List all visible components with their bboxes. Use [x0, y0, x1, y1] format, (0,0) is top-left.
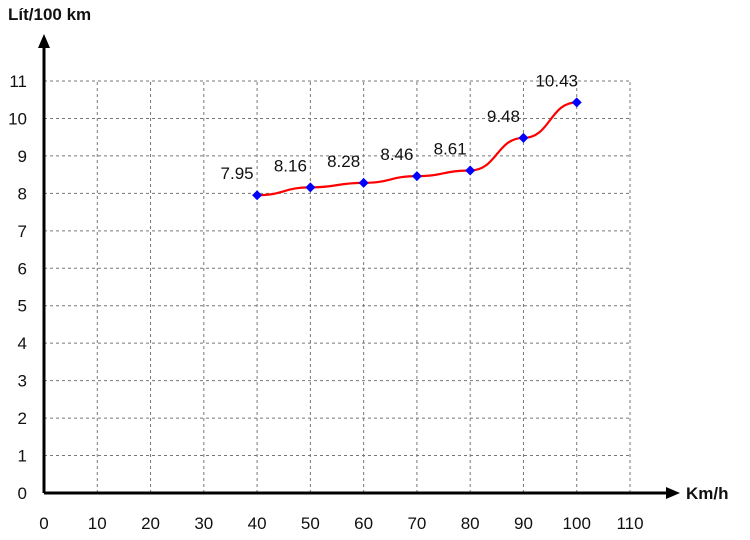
- data-label: 10.43: [535, 71, 578, 90]
- y-tick-label: 2: [18, 409, 27, 428]
- x-tick-label: 110: [616, 514, 643, 533]
- data-point-marker: [252, 190, 263, 201]
- x-axis-title: Km/h: [686, 484, 729, 503]
- y-axis-title: Lít/100 km: [8, 5, 91, 24]
- x-tick-label: 20: [141, 514, 160, 533]
- data-label: 9.48: [487, 107, 520, 126]
- data-label: 8.28: [327, 152, 360, 171]
- y-tick-label: 0: [18, 484, 27, 503]
- data-point-marker: [518, 132, 529, 143]
- x-tick-label: 60: [354, 514, 373, 533]
- data-point-marker: [358, 177, 369, 188]
- x-tick-label: 0: [39, 514, 48, 533]
- x-tick-label: 100: [563, 514, 591, 533]
- grid: [44, 80, 631, 493]
- y-axis-arrow-icon: [38, 34, 50, 48]
- y-tick-label: 11: [9, 72, 27, 91]
- data-label: 7.95: [221, 164, 254, 183]
- series: 7.95 8.16 8.28 8.46 8.61 9.48 10.43: [221, 71, 582, 201]
- y-tick-label: 4: [18, 334, 27, 353]
- y-tick-label: 3: [18, 372, 27, 391]
- y-tick-label: 9: [18, 147, 27, 166]
- tick-labels: 0 10 20 30 40 50 60 70 80 90 100 110 0 1 2 3 4 5 6 7 8 9 10 11: [8, 72, 643, 533]
- y-tick-label: 5: [18, 297, 27, 316]
- data-label: 8.61: [434, 140, 467, 159]
- y-tick-label: 8: [18, 184, 27, 203]
- data-label: 8.16: [274, 156, 307, 175]
- x-tick-label: 50: [301, 514, 320, 533]
- data-point-marker: [305, 182, 316, 193]
- y-tick-label: 7: [18, 222, 27, 241]
- x-tick-label: 90: [514, 514, 533, 533]
- x-tick-label: 70: [407, 514, 426, 533]
- axes: Lít/100 km Km/h: [8, 5, 729, 503]
- data-point-marker: [411, 171, 422, 182]
- data-label: 8.46: [380, 145, 413, 164]
- x-tick-label: 10: [88, 514, 107, 533]
- data-point-marker: [465, 165, 476, 176]
- x-axis-arrow-icon: [666, 487, 680, 499]
- y-tick-label: 6: [18, 259, 27, 278]
- data-point-marker: [571, 97, 582, 108]
- y-tick-label: 1: [18, 447, 27, 466]
- x-tick-label: 40: [248, 514, 267, 533]
- y-tick-label: 10: [8, 109, 27, 128]
- x-tick-label: 30: [194, 514, 213, 533]
- x-tick-label: 80: [461, 514, 480, 533]
